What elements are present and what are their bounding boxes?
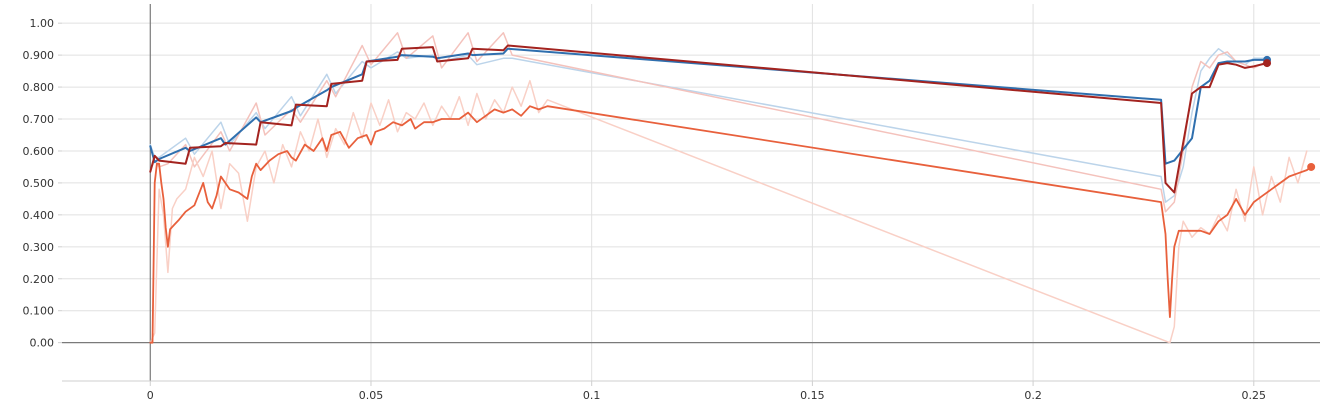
- y-tick-label-0: 0.00: [30, 337, 55, 350]
- series-line-5: [149, 105, 1313, 344]
- x-tick-label-5: 0.25: [1242, 389, 1267, 402]
- series-line-4: [149, 44, 1268, 194]
- tick-labels: 0.00 0.100 0.200 0.300 0.400 0.500 0.600 0.700 0…: [23, 17, 1267, 402]
- x-tick-label-3: 0.15: [800, 389, 825, 402]
- y-tick-label-6: 0.600: [23, 145, 55, 158]
- y-tick-label-7: 0.700: [23, 113, 55, 126]
- series-line-1: [149, 32, 1268, 213]
- series-end-markers: [1263, 55, 1316, 171]
- x-tick-label-4: 0.2: [1024, 389, 1042, 402]
- series-line-2: [149, 79, 1308, 344]
- axes: [58, 4, 1320, 386]
- grid: [62, 4, 1320, 381]
- series-line-0: [149, 47, 1268, 203]
- x-tick-label-2: 0.1: [583, 389, 601, 402]
- series-end-marker-2: [1307, 162, 1316, 171]
- y-tick-label-4: 0.400: [23, 209, 55, 222]
- series-lines: [149, 32, 1313, 344]
- series-end-marker-1: [1263, 59, 1272, 68]
- x-tick-label-0: 0: [147, 389, 154, 402]
- x-tick-label-1: 0.05: [359, 389, 384, 402]
- y-tick-label-8: 0.800: [23, 81, 55, 94]
- series-line-3: [149, 47, 1268, 165]
- y-tick-label-2: 0.200: [23, 273, 55, 286]
- y-tick-label-5: 0.500: [23, 177, 55, 190]
- y-tick-label-10: 1.00: [30, 17, 55, 30]
- y-tick-label-9: 0.900: [23, 49, 55, 62]
- y-tick-label-3: 0.300: [23, 241, 55, 254]
- y-tick-label-1: 0.100: [23, 305, 55, 318]
